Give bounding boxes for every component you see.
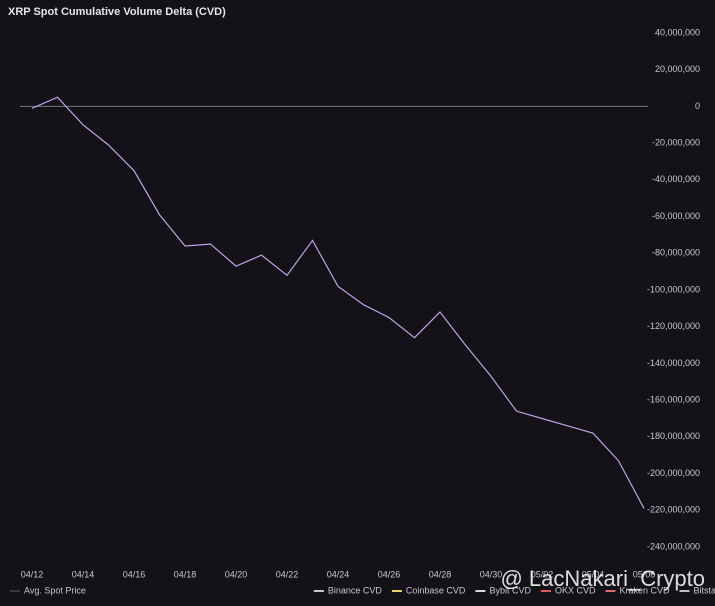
legend-label: Binance CVD xyxy=(328,585,383,595)
x-tick-label: 04/26 xyxy=(378,569,401,579)
y-tick-label: -60,000,000 xyxy=(652,211,700,221)
x-tick-label: 04/24 xyxy=(327,569,350,579)
legend-label: OKX CVD xyxy=(555,585,596,595)
y-tick-label: -220,000,000 xyxy=(647,505,700,515)
legend-label: Bybit CVD xyxy=(489,585,531,595)
y-tick-label: -120,000,000 xyxy=(647,321,700,331)
y-tick-label: -100,000,000 xyxy=(647,284,700,294)
y-tick-label: 20,000,000 xyxy=(655,64,700,74)
x-tick-label: 04/20 xyxy=(225,569,248,579)
y-tick-label: 0 xyxy=(695,101,700,111)
y-tick-label: -200,000,000 xyxy=(647,468,700,478)
x-tick-label: 04/30 xyxy=(480,569,503,579)
y-tick-label: -180,000,000 xyxy=(647,431,700,441)
x-tick-label: 04/16 xyxy=(123,569,146,579)
y-tick-label: -20,000,000 xyxy=(652,138,700,148)
legend-label: Bitstamp CVD xyxy=(694,585,715,595)
x-tick-label: 04/18 xyxy=(174,569,197,579)
x-tick-label: 04/14 xyxy=(72,569,95,579)
y-tick-label: -40,000,000 xyxy=(652,174,700,184)
legend-label: Kraken CVD xyxy=(619,585,670,595)
x-tick-label: 04/22 xyxy=(276,569,299,579)
x-tick-label: 04/28 xyxy=(429,569,452,579)
chart-title: XRP Spot Cumulative Volume Delta (CVD) xyxy=(8,6,226,18)
y-tick-label: -240,000,000 xyxy=(647,541,700,551)
x-tick-label: 05/02 xyxy=(531,569,554,579)
legend-label: Coinbase CVD xyxy=(406,585,466,595)
watermark: @ LacNakari_Crypto xyxy=(500,566,705,591)
x-tick-label: 05/04 xyxy=(582,569,605,579)
cvd-line xyxy=(31,96,645,509)
legend-label: Avg. Spot Price xyxy=(24,585,86,595)
y-tick-label: -140,000,000 xyxy=(647,358,700,368)
x-tick-label: 05/06 xyxy=(633,569,656,579)
y-tick-label: 40,000,000 xyxy=(655,27,700,37)
x-tick-label: 04/12 xyxy=(21,569,44,579)
y-tick-label: -80,000,000 xyxy=(652,248,700,258)
y-tick-label: -160,000,000 xyxy=(647,395,700,405)
